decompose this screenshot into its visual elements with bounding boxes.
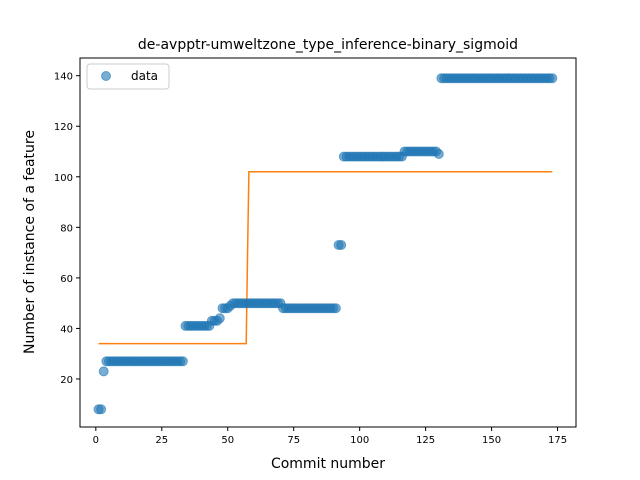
x-tick-label: 25	[155, 435, 168, 446]
x-tick-label: 100	[350, 435, 369, 446]
data-point	[547, 73, 558, 84]
legend-label: data	[131, 69, 158, 83]
data-point	[433, 149, 444, 159]
legend-marker	[101, 71, 111, 81]
x-tick-label: 75	[287, 435, 300, 446]
y-tick-label: 120	[54, 122, 73, 133]
data-point	[336, 240, 347, 250]
plot-frame	[79, 57, 577, 428]
legend: data	[86, 63, 170, 90]
x-tick-label: 175	[548, 435, 567, 446]
chart-title: de-avpptr-umweltzone_type_inference-bina…	[138, 37, 518, 53]
x-ticks: 0 25 50 75 100 125 150 175	[93, 427, 567, 446]
fit-line	[98, 170, 553, 345]
x-tick-label: 50	[221, 435, 234, 446]
x-axis-label: Commit number	[271, 456, 385, 472]
y-axis-label: Number of instance of a feature	[22, 130, 38, 354]
y-tick-label: 20	[60, 375, 73, 386]
y-tick-label: 140	[54, 72, 73, 83]
data-point	[330, 303, 341, 314]
x-tick-label: 150	[482, 435, 501, 446]
data-point	[96, 404, 107, 415]
y-tick-label: 60	[60, 274, 73, 285]
y-tick-label: 40	[60, 324, 73, 335]
points-layer	[93, 73, 558, 415]
y-tick-label: 80	[60, 223, 73, 234]
x-tick-label: 0	[93, 435, 99, 446]
data-point	[98, 366, 109, 377]
y-tick-label: 100	[54, 173, 73, 184]
data-point	[177, 356, 188, 367]
fit-layer	[98, 170, 553, 345]
x-tick-label: 125	[416, 435, 435, 446]
y-ticks: 20 40 60 80 100 120 140	[54, 72, 80, 386]
legend-box	[86, 63, 170, 90]
data-point	[214, 313, 225, 324]
